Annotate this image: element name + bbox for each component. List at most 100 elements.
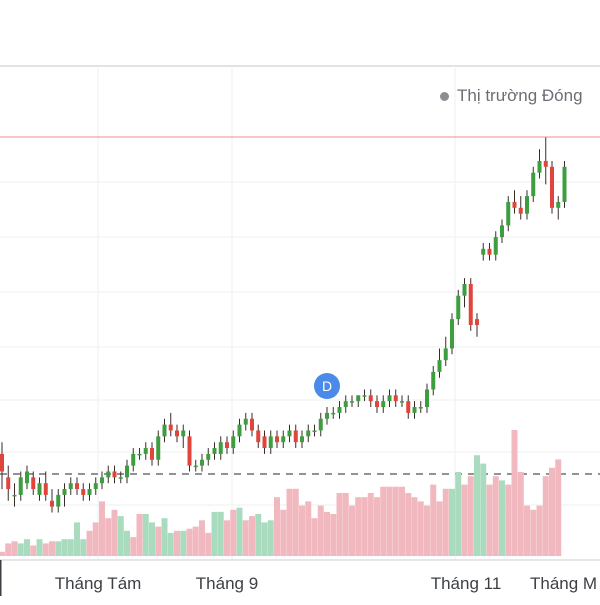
volume-bar bbox=[305, 501, 312, 556]
volume-bar bbox=[86, 530, 93, 556]
volume-bar bbox=[36, 539, 43, 556]
candle-body bbox=[550, 166, 554, 208]
volume-bar bbox=[399, 486, 405, 556]
candle-body bbox=[493, 237, 498, 255]
candle-body bbox=[412, 407, 417, 413]
candle-body bbox=[325, 412, 329, 419]
candle-body bbox=[6, 477, 11, 490]
volume-bar bbox=[192, 526, 199, 556]
candle-body bbox=[437, 360, 442, 372]
market-status-label: Thị trường Đóng bbox=[457, 86, 583, 105]
volume-bar bbox=[405, 493, 412, 556]
candle-body bbox=[212, 448, 217, 454]
x-tick-label: Tháng M bbox=[530, 574, 597, 593]
candle-body bbox=[256, 430, 261, 443]
volume-bar bbox=[80, 539, 87, 556]
candle-body bbox=[531, 172, 536, 197]
volume-bar bbox=[299, 505, 305, 556]
candle-body bbox=[143, 448, 148, 454]
candle-body bbox=[468, 283, 473, 325]
candle-body bbox=[512, 201, 517, 208]
candle-body bbox=[112, 471, 117, 478]
candle-body bbox=[231, 436, 236, 449]
candle-body bbox=[75, 483, 79, 490]
candle-body bbox=[43, 483, 48, 495]
volume-bar bbox=[480, 463, 487, 556]
candle-body bbox=[125, 465, 129, 478]
volume-bar bbox=[117, 516, 124, 556]
volume-bar bbox=[417, 501, 424, 556]
candle-body bbox=[387, 395, 392, 402]
volume-bar bbox=[536, 505, 543, 556]
candle-body bbox=[306, 430, 311, 437]
volume-bar bbox=[286, 488, 293, 556]
candle-body bbox=[93, 483, 98, 490]
volume-bar bbox=[374, 497, 380, 556]
candle-body bbox=[62, 489, 67, 495]
candle-body bbox=[400, 401, 404, 403]
volume-bar bbox=[311, 518, 318, 556]
volume-bar bbox=[292, 488, 299, 556]
candle-body bbox=[462, 283, 467, 296]
volume-bar bbox=[324, 511, 330, 556]
x-axis: Tháng Tám Tháng 9 Tháng 11 Tháng M bbox=[55, 574, 597, 593]
volume-bar bbox=[224, 520, 230, 556]
volume-bar bbox=[167, 532, 174, 556]
candle-body bbox=[81, 489, 86, 495]
volume-bar bbox=[92, 522, 99, 556]
candle-body bbox=[106, 471, 111, 478]
volume-bar bbox=[136, 514, 143, 556]
candle-body bbox=[318, 418, 323, 431]
candle-body bbox=[68, 483, 73, 490]
volume-bar bbox=[424, 505, 430, 556]
candle-body bbox=[187, 436, 192, 466]
volume-bar bbox=[492, 476, 499, 556]
volume-bar bbox=[267, 520, 274, 556]
status-dot-icon bbox=[440, 91, 449, 101]
volume-bar bbox=[530, 509, 537, 556]
candle-body bbox=[156, 436, 161, 460]
candle-body bbox=[50, 500, 54, 507]
candle-body bbox=[487, 248, 492, 255]
volume-bar bbox=[24, 539, 30, 556]
candle-body bbox=[193, 465, 198, 468]
candle-body bbox=[362, 395, 367, 397]
candle-body bbox=[518, 207, 523, 214]
candle-body bbox=[312, 430, 317, 432]
event-markers[interactable]: D bbox=[314, 373, 340, 399]
candle-body bbox=[150, 448, 154, 460]
candle-body bbox=[137, 453, 142, 456]
volume-bar bbox=[17, 543, 24, 556]
candle-body bbox=[443, 348, 448, 361]
volume-bar bbox=[474, 455, 480, 556]
volume-bar bbox=[317, 505, 324, 556]
volume-bar bbox=[486, 484, 493, 556]
candle-body bbox=[456, 295, 461, 320]
candle-body bbox=[0, 453, 4, 472]
candle-body bbox=[543, 160, 548, 167]
candle-body bbox=[237, 424, 242, 437]
candle-body bbox=[168, 424, 173, 431]
volume-bar bbox=[67, 539, 74, 556]
grid bbox=[0, 65, 600, 596]
candle-body bbox=[175, 430, 179, 437]
volume-bar bbox=[161, 518, 168, 556]
volume-bar bbox=[361, 497, 368, 556]
volume-bar bbox=[42, 543, 49, 556]
volume-bar bbox=[455, 472, 462, 556]
volume-bar bbox=[55, 541, 62, 556]
candle-body bbox=[225, 442, 229, 449]
candle-body bbox=[31, 477, 36, 490]
volume-bar bbox=[111, 509, 118, 556]
candle-body bbox=[537, 160, 542, 173]
candle-body bbox=[431, 371, 436, 390]
volume-bar bbox=[442, 488, 449, 556]
volume-bar bbox=[280, 509, 287, 556]
candle-body bbox=[262, 436, 267, 449]
dividend-marker[interactable] bbox=[314, 373, 340, 399]
candle-body bbox=[375, 401, 379, 408]
candle-body bbox=[243, 418, 248, 425]
volume-bar bbox=[99, 501, 105, 556]
